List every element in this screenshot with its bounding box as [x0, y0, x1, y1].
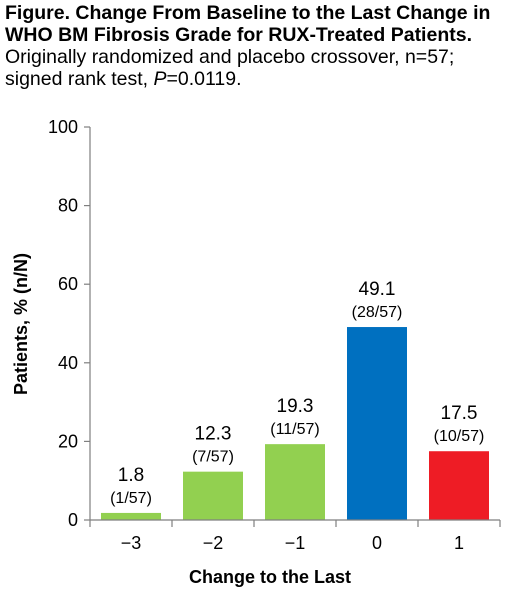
y-axis: 0 20 40 60 80 100 [48, 117, 91, 530]
bar-fraction-label: (1/57) [110, 490, 152, 507]
bar-value-label: 19.3 [277, 396, 314, 417]
y-axis-title: Patients, % (n/N) [11, 253, 31, 395]
bar [183, 471, 243, 520]
bar [347, 327, 407, 520]
y-tick-label: 80 [58, 196, 78, 216]
bar [429, 451, 489, 520]
p-symbol: P [153, 68, 167, 90]
y-tick-label: 60 [58, 274, 78, 294]
y-tick-label: 100 [48, 117, 78, 137]
figure-title: Figure. Change From Baseline to the Last… [5, 2, 491, 46]
x-tick-label: 0 [372, 533, 382, 553]
bar-fraction-label: (28/57) [352, 304, 403, 321]
bar [265, 444, 325, 520]
bar [101, 512, 161, 520]
x-axis-title: Change to the Last [189, 567, 351, 587]
bar-value-label: 49.1 [359, 279, 396, 300]
x-tick-label: −1 [285, 533, 306, 553]
y-tick-label: 20 [58, 431, 78, 451]
bars: (1/57) 1.8 (7/57) 12.3 (11/57) 19.3 (28/57) 49.… [101, 279, 489, 520]
y-tick-label: 40 [58, 353, 78, 373]
y-tick-label: 0 [68, 510, 78, 530]
bar-fraction-label: (11/57) [270, 421, 320, 438]
figure-subtitle: Originally randomized and placebo crosso… [5, 46, 455, 90]
bar-value-label: 17.5 [441, 403, 478, 424]
x-tick-label: −3 [121, 533, 142, 553]
bar-fraction-label: (7/57) [192, 449, 234, 466]
x-tick-label: −2 [203, 533, 224, 553]
figure-caption: Figure. Change From Baseline to the Last… [5, 2, 515, 90]
bar-value-label: 1.8 [118, 465, 144, 486]
p-value: =0.0119. [166, 68, 242, 90]
x-axis: −3 −2 −1 0 1 [89, 519, 501, 553]
x-tick-label: 1 [454, 533, 464, 553]
bar-value-label: 12.3 [195, 424, 232, 445]
bar-fraction-label: (10/57) [434, 428, 485, 445]
